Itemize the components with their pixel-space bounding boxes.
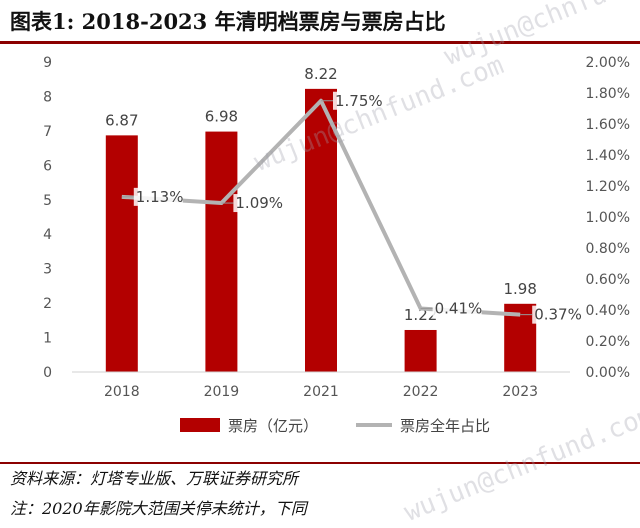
y-left-tick-label: 0 bbox=[43, 365, 52, 381]
x-tick-label: 2019 bbox=[204, 384, 240, 400]
y-right-tick-label: 1.60% bbox=[586, 117, 630, 133]
page-title: 图表1: 2018-2023 年清明档票房与票房占比 bbox=[10, 9, 446, 34]
y-left-tick-label: 2 bbox=[43, 296, 52, 312]
source-note: 资料来源：灯塔专业版、万联证券研究所 bbox=[0, 462, 640, 494]
line-data-label: 1.75% bbox=[335, 92, 383, 110]
line-data-label: 1.13% bbox=[136, 188, 184, 206]
y-left-tick-label: 8 bbox=[43, 89, 52, 105]
y-right-tick-label: 0.20% bbox=[586, 334, 630, 350]
bar-2022 bbox=[404, 329, 437, 372]
line-data-label: 0.41% bbox=[435, 299, 483, 317]
y-right-tick-label: 1.20% bbox=[586, 179, 630, 195]
y-left-tick-label: 4 bbox=[43, 227, 52, 243]
y-right-tick-label: 0.80% bbox=[586, 241, 630, 257]
line-data-label: 1.09% bbox=[235, 194, 283, 212]
legend-swatch-box-office bbox=[180, 418, 220, 432]
y-left-tick-label: 9 bbox=[43, 55, 52, 71]
chart-area: 0 1 2 3 4 5 6 7 8 9 0.00% 0.20% 0.40% 0.60% 0.80% 1.00%… bbox=[43, 55, 630, 435]
y-right-tick-label: 0.00% bbox=[586, 365, 630, 381]
bar-2019 bbox=[205, 131, 238, 372]
line-label-bg bbox=[133, 187, 183, 206]
x-tick-label: 2022 bbox=[403, 384, 439, 400]
y-left-tick-label: 3 bbox=[43, 262, 52, 278]
bar-2021 bbox=[305, 88, 337, 372]
line-label-bg bbox=[532, 305, 582, 324]
y-right-tick-label: 0.40% bbox=[586, 303, 630, 319]
legend-label-box-office: 票房（亿元） bbox=[228, 417, 318, 435]
bar-data-label: 1.98 bbox=[503, 280, 536, 298]
bar-data-label: 8.22 bbox=[304, 65, 337, 83]
bar-data-label: 6.98 bbox=[205, 108, 238, 126]
footnote: 注：2020年影院大范围关停未统计，下同 bbox=[10, 499, 307, 518]
line-label-bg bbox=[432, 299, 482, 318]
y-right-tick-label: 1.40% bbox=[586, 148, 630, 164]
y-left-tick-label: 7 bbox=[43, 124, 52, 140]
title-bar: 图表1: 2018-2023 年清明档票房与票房占比 bbox=[0, 0, 640, 44]
y-right-tick-label: 2.00% bbox=[586, 55, 630, 71]
bar-data-label: 6.87 bbox=[105, 111, 138, 129]
x-tick-label: 2023 bbox=[502, 384, 538, 400]
y-right-tick-label: 1.80% bbox=[586, 86, 630, 102]
y-right-tick-label: 1.00% bbox=[586, 210, 630, 226]
bar-2018 bbox=[105, 135, 138, 372]
x-tick-label: 2021 bbox=[303, 384, 339, 400]
y-left-tick-label: 6 bbox=[43, 158, 52, 174]
y-left-tick-label: 5 bbox=[43, 193, 52, 209]
y-right-tick-label: 0.60% bbox=[586, 272, 630, 288]
y-left-tick-label: 1 bbox=[43, 331, 52, 347]
x-tick-label: 2018 bbox=[104, 384, 140, 400]
line-label-bg bbox=[333, 91, 382, 110]
line-label-bg bbox=[233, 194, 283, 213]
legend-label-share: 票房全年占比 bbox=[400, 417, 490, 435]
line-data-label: 0.37% bbox=[534, 306, 582, 324]
